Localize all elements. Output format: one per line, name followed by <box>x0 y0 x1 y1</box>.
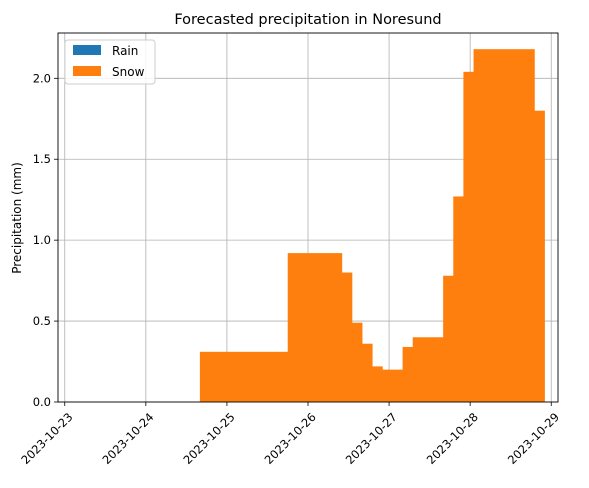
bar-snow <box>382 369 403 402</box>
bar-snow <box>362 343 373 402</box>
y-tick-label: 2.0 <box>33 71 51 85</box>
legend-swatch-snow <box>73 66 101 76</box>
y-tick-label: 1.0 <box>33 233 51 247</box>
bar-snow <box>402 346 414 402</box>
bar-snow <box>463 71 474 402</box>
bar-snow <box>534 110 545 403</box>
bar-snow <box>341 272 353 402</box>
bar-snow <box>473 49 525 403</box>
y-tick-label: 0.0 <box>33 395 51 409</box>
bar-snow <box>453 196 464 402</box>
chart-title: Forecasted precipitation in Noresund <box>174 12 441 28</box>
y-tick-label: 1.5 <box>33 152 51 166</box>
y-axis-ticks: 0.0 0.5 1.0 1.5 2.0 <box>33 71 58 409</box>
bar-snow <box>443 275 454 402</box>
bar-snow <box>351 322 363 402</box>
bars-group <box>199 49 545 403</box>
legend: Rain Snow <box>64 39 156 85</box>
legend-swatch-rain <box>73 45 101 55</box>
bar-snow <box>524 49 535 403</box>
bar-snow <box>412 337 434 402</box>
bar-snow <box>433 337 444 402</box>
y-axis-label: Precipitation (mm) <box>10 162 24 274</box>
bar-snow <box>199 351 289 402</box>
legend-label-rain: Rain <box>112 44 138 58</box>
legend-label-snow: Snow <box>112 65 145 79</box>
bar-snow <box>287 253 343 402</box>
bar-snow <box>372 366 383 402</box>
y-tick-label: 0.5 <box>33 314 51 328</box>
